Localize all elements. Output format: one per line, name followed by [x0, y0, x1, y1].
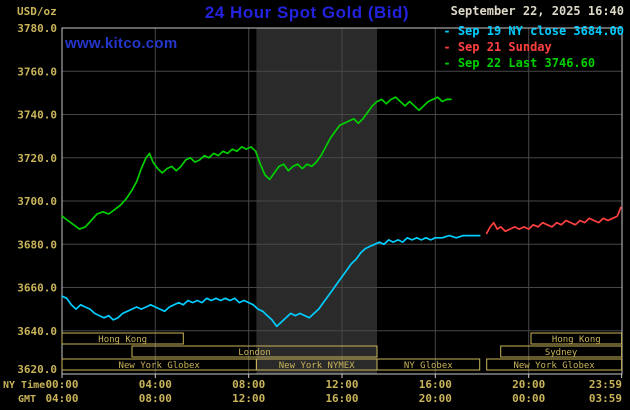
session-box — [131, 345, 378, 358]
series-line-sep21 — [485, 206, 622, 235]
legend-item: - Sep 21 Sunday — [443, 40, 552, 54]
y-tick-label: 3720.0 — [17, 152, 57, 165]
session-label: Hong Kong — [552, 335, 601, 345]
session-box — [61, 332, 184, 345]
session-box — [486, 358, 623, 371]
x-tick-label-gmt: 12:00 — [232, 392, 265, 405]
x-tick-label-ny: 12:00 — [325, 378, 358, 391]
y-tick-label: 3660.0 — [17, 282, 57, 295]
x-tick-label-ny: 20:00 — [512, 378, 545, 391]
x-tick-label-ny: 04:00 — [139, 378, 172, 391]
session-label: Hong Kong — [98, 335, 147, 345]
legend-item: - Sep 19 NY close 3684.00 — [443, 24, 624, 38]
y-tick-label: 3700.0 — [17, 195, 57, 208]
legend: - Sep 19 NY close 3684.00 - Sep 21 Sunday… — [443, 23, 624, 71]
x-tick-label-gmt: 03:59 — [589, 392, 622, 405]
y-tick-label: 3620.0 — [17, 363, 57, 376]
chart-title: 24 Hour Spot Gold (Bid) — [204, 3, 410, 22]
session-label: London — [238, 348, 271, 358]
session-label: NY Globex — [404, 361, 453, 371]
session-box — [530, 332, 623, 345]
x-tick-label-gmt: 00:00 — [512, 392, 545, 405]
y-tick-label: 3740.0 — [17, 109, 57, 122]
series-line-sep22 — [61, 96, 452, 230]
session-label: New York Globex — [513, 361, 595, 371]
datetime-label: September 22, 2025 16:40 — [450, 4, 624, 18]
ny-time-caption: NY Time — [3, 379, 45, 391]
x-tick-label-ny: 23:59 — [589, 378, 622, 391]
legend-item: - Sep 22 Last 3746.60 — [443, 56, 596, 70]
kitco-watermark-link[interactable]: www.kitco.com — [65, 35, 178, 52]
x-tick-label-ny: 16:00 — [419, 378, 452, 391]
session-box — [376, 358, 481, 371]
gmt-caption: GMT — [18, 394, 36, 405]
x-tick-label-gmt: 08:00 — [139, 392, 172, 405]
y-tick-label: 3760.0 — [17, 65, 57, 78]
y-tick-label: 3680.0 — [17, 238, 57, 251]
session-label: Sydney — [545, 348, 578, 358]
y-tick-label: 3780.0 — [17, 22, 57, 35]
x-tick-label-ny: 08:00 — [232, 378, 265, 391]
session-label: New York NYMEX — [279, 361, 355, 371]
y-axis-units-label: USD/oz — [17, 5, 57, 18]
session-label: New York Globex — [119, 361, 201, 371]
x-tick-label-ny: 00:00 — [45, 378, 78, 391]
x-tick-label-gmt: 16:00 — [325, 392, 358, 405]
session-box — [500, 345, 623, 358]
series-line-sep19 — [61, 234, 481, 328]
x-tick-label-gmt: 04:00 — [45, 392, 78, 405]
y-tick-label: 3640.0 — [17, 325, 57, 338]
x-tick-label-gmt: 20:00 — [419, 392, 452, 405]
